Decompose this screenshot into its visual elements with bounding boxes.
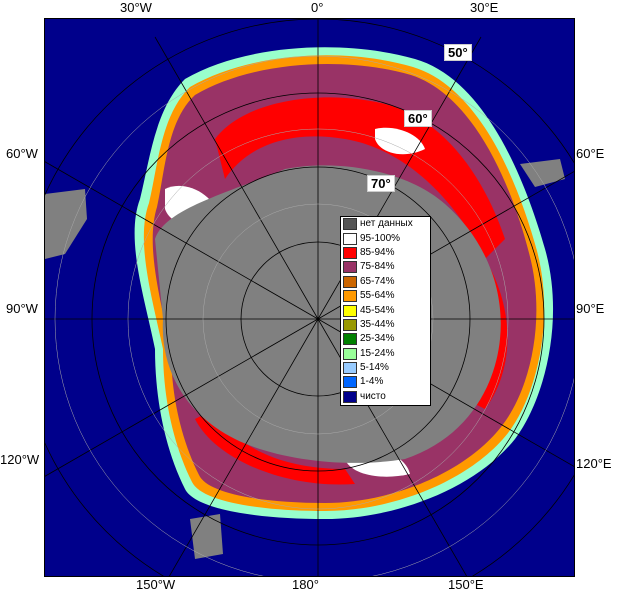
lon-label-0: 0° [311, 0, 324, 15]
lon-label-90w: 90°W [6, 301, 38, 316]
meridian-60w [45, 161, 319, 320]
legend-row: 85-94% [341, 246, 430, 260]
ice-concentration-map [44, 18, 575, 577]
legend-label: 35-44% [360, 318, 395, 330]
lon-label-120w: 120°W [0, 452, 40, 467]
legend-swatch [343, 333, 357, 346]
legend-label: 1-4% [360, 376, 384, 388]
lon-label-180: 180° [292, 577, 319, 592]
lon-label-30e: 30°E [470, 0, 499, 15]
lon-label-120e: 120°E [576, 456, 612, 471]
no-data-center [155, 165, 501, 463]
lon-label-30w: 30°W [120, 0, 152, 15]
legend-row: 5-14% [341, 361, 430, 375]
legend-swatch [343, 218, 357, 231]
legend-swatch [343, 290, 357, 303]
lon-label-60w: 60°W [6, 146, 38, 161]
legend-row: нет данных [341, 217, 430, 231]
lat-label-60: 60° [404, 110, 432, 127]
no-data-patch-west [45, 189, 87, 259]
legend-swatch [343, 246, 357, 259]
legend-row: 1-4% [341, 375, 430, 389]
concentration-legend: нет данных 95-100% 85-94% 75-84% 65-74% 55-64… [340, 216, 431, 406]
legend-label: 85-94% [360, 246, 395, 258]
lat-label-50: 50° [444, 44, 472, 61]
legend-swatch [343, 390, 357, 403]
lon-label-60e: 60°E [576, 146, 605, 161]
ice-red-north [215, 97, 505, 259]
graticule-minor [54, 55, 574, 576]
legend-row: 15-24% [341, 347, 430, 361]
legend-swatch [343, 275, 357, 288]
lat-circle-55 [54, 55, 574, 576]
legend-row: 95-100% [341, 231, 430, 245]
legend-row: 55-64% [341, 289, 430, 303]
legend-swatch [343, 376, 357, 389]
legend-row: 45-54% [341, 303, 430, 317]
lat-label-70: 70° [367, 175, 395, 192]
lat-circle-75 [202, 203, 434, 435]
legend-row: чисто [341, 390, 430, 404]
legend-label: 75-84% [360, 261, 395, 273]
ice-white-north [375, 127, 425, 155]
meridian-150w [168, 318, 319, 576]
legend-swatch [343, 304, 357, 317]
legend-swatch [343, 318, 357, 331]
map-canvas [45, 19, 574, 576]
legend-label: 95-100% [360, 232, 401, 244]
legend-swatch [343, 362, 357, 375]
legend-label: чисто [360, 390, 386, 402]
legend-swatch [343, 261, 357, 274]
legend-label: 25-34% [360, 333, 395, 345]
legend-swatch [343, 347, 357, 360]
meridian-120w [45, 318, 319, 477]
legend-label: 15-24% [360, 347, 395, 359]
no-data-patch-east [520, 159, 565, 187]
legend-row: 75-84% [341, 260, 430, 274]
legend-row: 35-44% [341, 318, 430, 332]
legend-label: нет данных [360, 218, 413, 230]
lat-circle-65 [127, 128, 509, 510]
lon-label-150w: 150°W [136, 577, 176, 592]
lon-label-90e: 90°E [576, 301, 605, 316]
legend-label: 65-74% [360, 275, 395, 287]
legend-label: 55-64% [360, 290, 395, 302]
legend-row: 25-34% [341, 332, 430, 346]
legend-label: 45-54% [360, 304, 395, 316]
legend-swatch [343, 232, 357, 245]
meridian-30w [154, 36, 319, 320]
legend-label: 5-14% [360, 362, 389, 374]
legend-row: 65-74% [341, 275, 430, 289]
no-data-patch-south [190, 514, 223, 559]
lon-label-150e: 150°E [448, 577, 484, 592]
